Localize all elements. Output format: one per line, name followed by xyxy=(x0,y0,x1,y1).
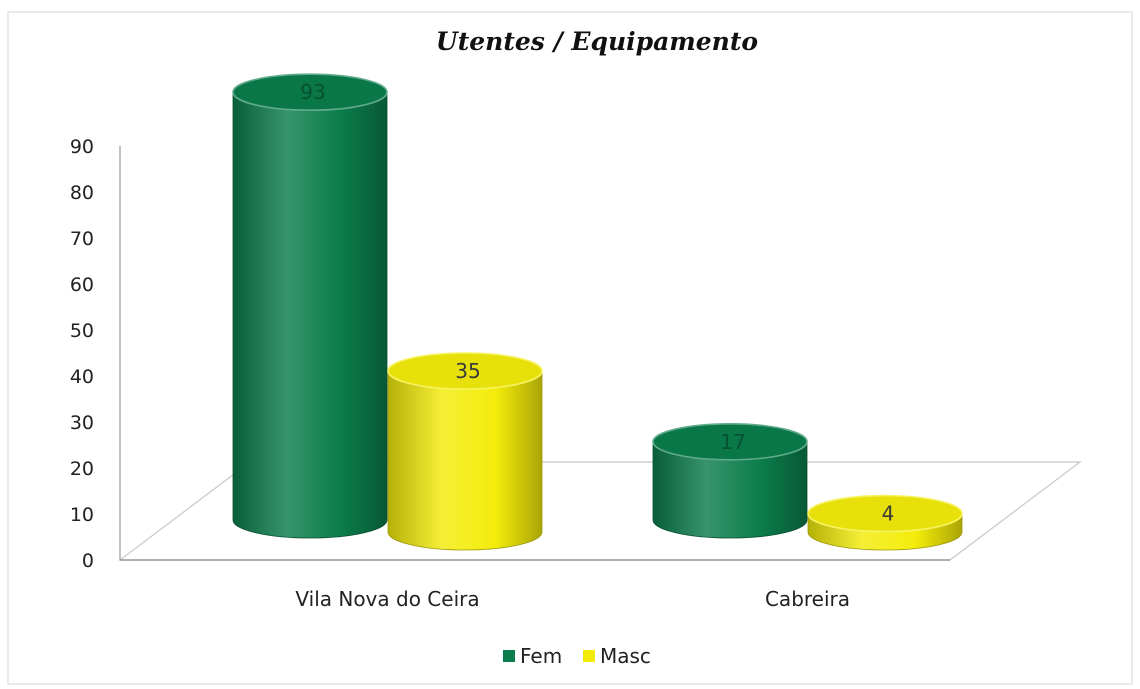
bar-top xyxy=(232,73,388,111)
legend-label: Masc xyxy=(600,644,651,668)
x-tick-label: Cabreira xyxy=(765,587,850,611)
data-label: 17 xyxy=(720,430,745,454)
x-tick-label: Vila Nova do Ceira xyxy=(295,587,479,611)
bar-top xyxy=(387,352,543,390)
y-tick-label: 20 xyxy=(70,458,94,480)
bar-masc-2 xyxy=(807,494,963,551)
y-tick-label: 90 xyxy=(70,136,94,158)
data-label: 35 xyxy=(455,359,480,383)
data-label: 4 xyxy=(882,502,895,526)
y-tick-label: 60 xyxy=(70,274,94,296)
legend-item-fem: Fem xyxy=(503,644,562,668)
y-tick-label: 80 xyxy=(70,182,94,204)
y-tick-label: 0 xyxy=(82,550,94,572)
chart-border xyxy=(7,11,1133,685)
legend-label: Fem xyxy=(520,644,562,668)
bar-fem-2 xyxy=(652,422,808,539)
data-label: 93 xyxy=(300,80,325,104)
bar-top xyxy=(652,422,808,461)
y-tick-label: 50 xyxy=(70,320,94,342)
y-tick-label: 40 xyxy=(70,366,94,388)
chart-title: Utentes / Equipamento xyxy=(436,27,758,56)
legend-item-masc: Masc xyxy=(583,644,651,668)
bar-body xyxy=(387,370,543,551)
bar-top xyxy=(807,494,963,533)
bar-body xyxy=(232,92,388,539)
y-tick-label: 70 xyxy=(70,228,94,250)
bar-fem-1 xyxy=(232,73,388,539)
bar-masc-1 xyxy=(387,352,543,551)
legend-swatch xyxy=(503,650,515,662)
legend-swatch xyxy=(583,650,595,662)
y-tick-label: 10 xyxy=(70,504,94,526)
y-tick-label: 30 xyxy=(70,412,94,434)
